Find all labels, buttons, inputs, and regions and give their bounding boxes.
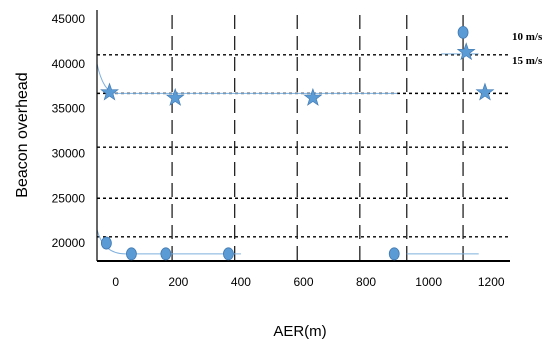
data-point-10ms (100, 236, 112, 250)
y-tick-label: 30000 (52, 146, 86, 160)
trend-line-15ms (96, 63, 398, 94)
data-point-10ms (126, 247, 137, 261)
x-tick-label: 600 (293, 275, 313, 289)
x-tick-label: 0 (112, 275, 119, 289)
y-tick-label: 25000 (52, 191, 86, 205)
x-tick-label: 1000 (415, 275, 442, 289)
x-tick-label: 200 (168, 275, 188, 289)
legend-entry-15ms: 15 m/s (512, 55, 543, 67)
y-tick-label: 35000 (52, 102, 86, 116)
data-point-10ms (160, 247, 172, 261)
y-tick-label: 45000 (52, 12, 86, 26)
gridlines (97, 15, 510, 261)
x-axis-title: AER(m) (273, 323, 326, 340)
data-point-15ms (165, 87, 185, 106)
data-point-15ms (475, 82, 495, 101)
legend: 10 m/s 15 m/s (512, 31, 543, 67)
trend-lines (96, 53, 479, 255)
data-point-15ms (456, 42, 476, 61)
y-axis-title: Beacon overhead (14, 72, 31, 197)
x-tick-label: 400 (231, 275, 251, 289)
x-tick-label: 1200 (478, 275, 505, 289)
axes: 20000 25000 30000 35000 40000 45000 0 200 400 600… (52, 10, 510, 289)
trend-line-10ms (96, 229, 241, 255)
y-tick-label: 40000 (52, 57, 86, 71)
data-point-10ms (388, 247, 400, 261)
data-point-15ms (100, 82, 119, 101)
data-point-10ms (457, 26, 469, 39)
data-point-15ms (303, 87, 323, 106)
y-tick-label: 20000 (52, 236, 86, 250)
data-marks (100, 26, 495, 261)
x-tick-label: 800 (356, 275, 376, 289)
legend-entry-10ms: 10 m/s (512, 31, 543, 43)
data-point-10ms (223, 247, 234, 261)
